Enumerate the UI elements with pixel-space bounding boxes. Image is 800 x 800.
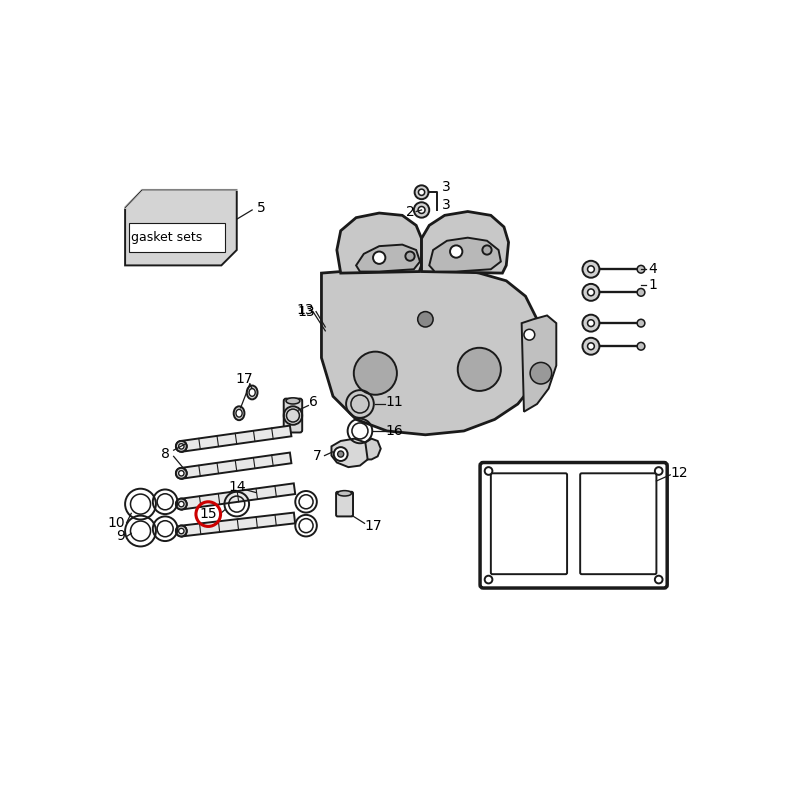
Circle shape <box>582 338 599 354</box>
Circle shape <box>655 467 662 475</box>
Circle shape <box>176 468 186 478</box>
Ellipse shape <box>249 389 255 396</box>
Circle shape <box>178 470 184 476</box>
Circle shape <box>582 261 599 278</box>
Text: 13: 13 <box>297 303 314 317</box>
Text: 14: 14 <box>228 480 246 494</box>
Polygon shape <box>366 438 381 459</box>
Circle shape <box>450 246 462 258</box>
Polygon shape <box>181 513 295 537</box>
Circle shape <box>414 202 430 218</box>
Polygon shape <box>331 438 370 467</box>
Circle shape <box>655 576 662 583</box>
Ellipse shape <box>236 410 242 417</box>
Text: 2: 2 <box>406 205 414 218</box>
Circle shape <box>176 498 186 510</box>
Circle shape <box>637 319 645 327</box>
Circle shape <box>176 498 186 510</box>
Circle shape <box>485 467 492 475</box>
Circle shape <box>178 444 184 449</box>
Circle shape <box>338 451 344 457</box>
Circle shape <box>334 447 348 461</box>
Ellipse shape <box>338 490 351 496</box>
Polygon shape <box>430 238 501 271</box>
Text: 3: 3 <box>442 180 450 194</box>
Polygon shape <box>181 426 291 452</box>
Circle shape <box>524 330 534 340</box>
Circle shape <box>178 528 184 534</box>
FancyBboxPatch shape <box>336 492 353 517</box>
Circle shape <box>176 526 186 537</box>
Circle shape <box>418 189 425 195</box>
Text: 17: 17 <box>364 518 382 533</box>
Circle shape <box>354 352 397 394</box>
Circle shape <box>587 320 594 326</box>
Text: 3: 3 <box>442 198 450 212</box>
Circle shape <box>176 526 186 537</box>
Circle shape <box>485 576 492 583</box>
Text: gasket sets: gasket sets <box>131 230 202 244</box>
Circle shape <box>458 348 501 391</box>
Circle shape <box>414 186 429 199</box>
Circle shape <box>582 284 599 301</box>
Text: 15: 15 <box>199 507 217 521</box>
Circle shape <box>178 502 184 506</box>
Circle shape <box>587 343 594 350</box>
Polygon shape <box>181 453 291 478</box>
Text: 7: 7 <box>314 449 322 462</box>
Circle shape <box>587 266 594 273</box>
Circle shape <box>406 251 414 261</box>
Text: 1: 1 <box>648 278 657 292</box>
FancyBboxPatch shape <box>129 223 226 252</box>
Circle shape <box>587 289 594 296</box>
Text: 8: 8 <box>162 447 170 461</box>
Circle shape <box>637 342 645 350</box>
Polygon shape <box>125 190 237 266</box>
Polygon shape <box>181 483 295 510</box>
FancyBboxPatch shape <box>491 474 567 574</box>
Text: 10: 10 <box>107 515 125 530</box>
Text: 13: 13 <box>298 305 315 318</box>
Text: 11: 11 <box>386 395 403 410</box>
Circle shape <box>418 206 425 214</box>
Circle shape <box>176 468 186 478</box>
FancyBboxPatch shape <box>480 462 667 588</box>
Circle shape <box>637 289 645 296</box>
Text: 17: 17 <box>236 371 254 386</box>
Text: 16: 16 <box>386 424 403 438</box>
Ellipse shape <box>246 386 258 399</box>
Circle shape <box>418 311 433 327</box>
Text: 9: 9 <box>116 530 125 543</box>
Circle shape <box>530 362 552 384</box>
Text: 4: 4 <box>648 262 657 276</box>
Polygon shape <box>522 315 556 412</box>
Text: 5: 5 <box>257 201 266 214</box>
Circle shape <box>176 441 186 452</box>
Circle shape <box>176 441 186 452</box>
Ellipse shape <box>234 406 245 420</box>
FancyBboxPatch shape <box>284 398 302 433</box>
Polygon shape <box>322 267 541 435</box>
Circle shape <box>637 266 645 273</box>
Ellipse shape <box>286 398 300 404</box>
Text: 12: 12 <box>670 466 688 480</box>
FancyBboxPatch shape <box>580 474 656 574</box>
Polygon shape <box>356 245 420 271</box>
Polygon shape <box>337 213 422 273</box>
Circle shape <box>582 314 599 332</box>
Circle shape <box>373 251 386 264</box>
Circle shape <box>482 246 492 254</box>
Polygon shape <box>422 211 509 273</box>
Text: 6: 6 <box>310 395 318 410</box>
